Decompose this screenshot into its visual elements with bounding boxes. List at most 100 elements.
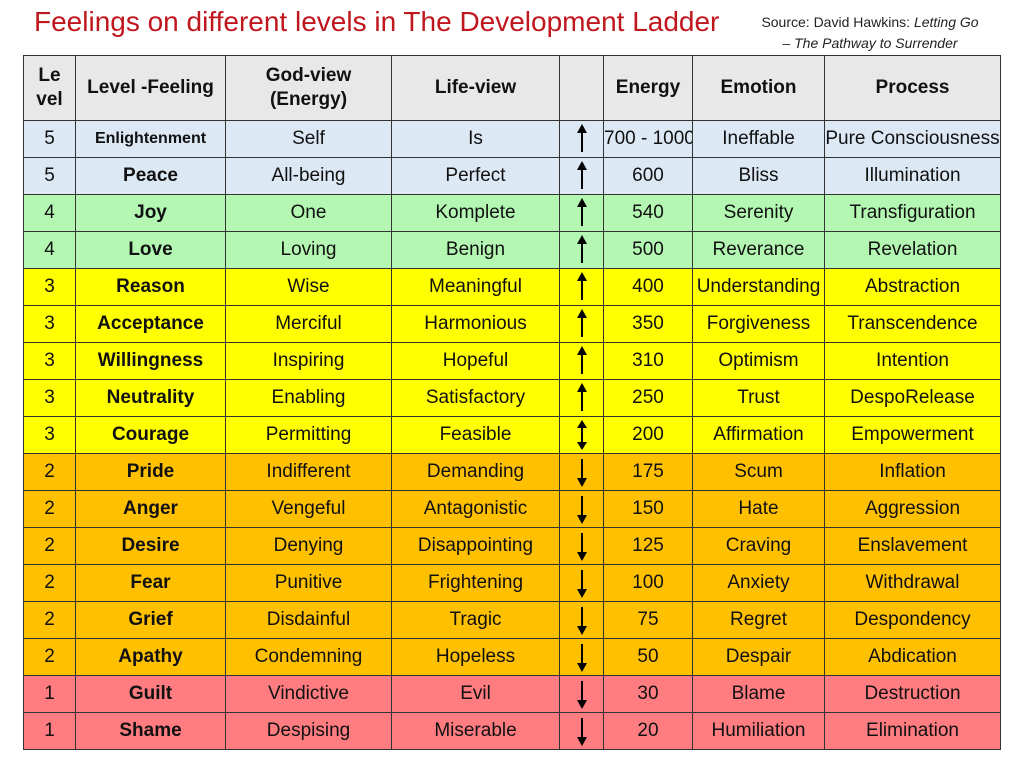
cell-process: DespoRelease bbox=[824, 379, 1001, 417]
cell-feeling: Enlightenment bbox=[75, 120, 226, 158]
cell-level: 3 bbox=[23, 305, 76, 343]
cell-process: Destruction bbox=[824, 675, 1001, 713]
cell-lifeview: Harmonious bbox=[391, 305, 560, 343]
up-arrow-icon bbox=[576, 124, 587, 152]
cell-lifeview: Evil bbox=[391, 675, 560, 713]
cell-feeling: Neutrality bbox=[75, 379, 226, 417]
cell-godview: Loving bbox=[225, 231, 392, 269]
cell-process: Transfiguration bbox=[824, 194, 1001, 232]
cell-emotion: Optimism bbox=[692, 342, 825, 380]
cell-feeling: Guilt bbox=[75, 675, 226, 713]
cell-emotion: Bliss bbox=[692, 157, 825, 195]
cell-emotion: Serenity bbox=[692, 194, 825, 232]
cell-lifeview: Hopeless bbox=[391, 638, 560, 676]
down-arrow-icon bbox=[576, 607, 587, 635]
cell-godview: Enabling bbox=[225, 379, 392, 417]
table-row: 2 Anger Vengeful Antagonistic 150 Hate Aggress… bbox=[23, 490, 1001, 528]
cell-lifeview: Perfect bbox=[391, 157, 560, 195]
up-arrow-icon bbox=[576, 309, 587, 337]
cell-lifeview: Satisfactory bbox=[391, 379, 560, 417]
up-arrow-icon bbox=[576, 161, 587, 189]
up-arrow-icon bbox=[576, 235, 587, 263]
cell-arrow bbox=[559, 638, 604, 676]
cell-level: 2 bbox=[23, 453, 76, 491]
table-row: 3 Neutrality Enabling Satisfactory 250 Trust D… bbox=[23, 379, 1001, 417]
cell-lifeview: Komplete bbox=[391, 194, 560, 232]
cell-process: Withdrawal bbox=[824, 564, 1001, 602]
cell-energy: 600 bbox=[603, 157, 693, 195]
cell-process: Despondency bbox=[824, 601, 1001, 639]
cell-level: 1 bbox=[23, 675, 76, 713]
down-arrow-icon bbox=[576, 570, 587, 598]
table-row: 2 Grief Disdainful Tragic 75 Regret Despondenc… bbox=[23, 601, 1001, 639]
cell-feeling: Willingness bbox=[75, 342, 226, 380]
cell-lifeview: Feasible bbox=[391, 416, 560, 454]
source-subtitle: – The Pathway to Surrender bbox=[782, 35, 958, 51]
development-ladder-table: Le vel Level -Feeling God-view (Energy) Li… bbox=[23, 55, 1001, 750]
cell-arrow bbox=[559, 527, 604, 565]
down-arrow-icon bbox=[576, 718, 587, 746]
cell-process: Illumination bbox=[824, 157, 1001, 195]
cell-feeling: Peace bbox=[75, 157, 226, 195]
cell-level: 5 bbox=[23, 157, 76, 195]
header-row: Le vel Level -Feeling God-view (Energy) Li… bbox=[23, 55, 1001, 121]
cell-level: 2 bbox=[23, 638, 76, 676]
down-arrow-icon bbox=[576, 644, 587, 672]
table-row: 4 Love Loving Benign 500 Reverance Revelation bbox=[23, 231, 1001, 269]
cell-arrow bbox=[559, 416, 604, 454]
cell-godview: Despising bbox=[225, 712, 392, 750]
cell-process: Elimination bbox=[824, 712, 1001, 750]
cell-godview: Indifferent bbox=[225, 453, 392, 491]
up-arrow-icon bbox=[576, 383, 587, 411]
cell-level: 1 bbox=[23, 712, 76, 750]
cell-energy: 30 bbox=[603, 675, 693, 713]
cell-energy: 250 bbox=[603, 379, 693, 417]
cell-emotion: Despair bbox=[692, 638, 825, 676]
cell-energy: 200 bbox=[603, 416, 693, 454]
cell-godview: Merciful bbox=[225, 305, 392, 343]
cell-lifeview: Is bbox=[391, 120, 560, 158]
cell-energy: 75 bbox=[603, 601, 693, 639]
header-arrow bbox=[559, 55, 604, 121]
table-row: 5 Peace All-being Perfect 600 Bliss Illuminati… bbox=[23, 157, 1001, 195]
header-feeling: Level -Feeling bbox=[75, 55, 226, 121]
table-row: 1 Guilt Vindictive Evil 30 Blame Destruction bbox=[23, 675, 1001, 713]
cell-level: 2 bbox=[23, 564, 76, 602]
cell-level: 3 bbox=[23, 379, 76, 417]
cell-arrow bbox=[559, 675, 604, 713]
cell-feeling: Shame bbox=[75, 712, 226, 750]
table-row: 3 Courage Permitting Feasible 200 Affirmation… bbox=[23, 416, 1001, 454]
cell-energy: 125 bbox=[603, 527, 693, 565]
header-godview: God-view (Energy) bbox=[225, 55, 392, 121]
cell-arrow bbox=[559, 120, 604, 158]
cell-feeling: Fear bbox=[75, 564, 226, 602]
cell-feeling: Pride bbox=[75, 453, 226, 491]
cell-process: Empowerment bbox=[824, 416, 1001, 454]
table-row: 1 Shame Despising Miserable 20 Humiliation Eli… bbox=[23, 712, 1001, 750]
table-body: 5 Enlightenment Self Is 700 - 1000 Ineffable P… bbox=[23, 120, 1001, 750]
table-row: 2 Pride Indifferent Demanding 175 Scum Inflati… bbox=[23, 453, 1001, 491]
cell-lifeview: Tragic bbox=[391, 601, 560, 639]
cell-arrow bbox=[559, 342, 604, 380]
cell-level: 2 bbox=[23, 527, 76, 565]
header-process: Process bbox=[824, 55, 1001, 121]
header-lifeview: Life-view bbox=[391, 55, 560, 121]
cell-energy: 20 bbox=[603, 712, 693, 750]
cell-godview: Vindictive bbox=[225, 675, 392, 713]
cell-emotion: Reverance bbox=[692, 231, 825, 269]
table-row: 2 Fear Punitive Frightening 100 Anxiety Withdr… bbox=[23, 564, 1001, 602]
table-row: 3 Reason Wise Meaningful 400 Understanding Abs… bbox=[23, 268, 1001, 306]
header-emotion: Emotion bbox=[692, 55, 825, 121]
cell-process: Aggression bbox=[824, 490, 1001, 528]
cell-feeling: Love bbox=[75, 231, 226, 269]
cell-godview: Wise bbox=[225, 268, 392, 306]
cell-emotion: Affirmation bbox=[692, 416, 825, 454]
down-arrow-icon bbox=[576, 681, 587, 709]
table-row: 5 Enlightenment Self Is 700 - 1000 Ineffable P… bbox=[23, 120, 1001, 158]
cell-feeling: Joy bbox=[75, 194, 226, 232]
cell-emotion: Craving bbox=[692, 527, 825, 565]
cell-emotion: Scum bbox=[692, 453, 825, 491]
cell-process: Enslavement bbox=[824, 527, 1001, 565]
cell-arrow bbox=[559, 157, 604, 195]
cell-emotion: Trust bbox=[692, 379, 825, 417]
